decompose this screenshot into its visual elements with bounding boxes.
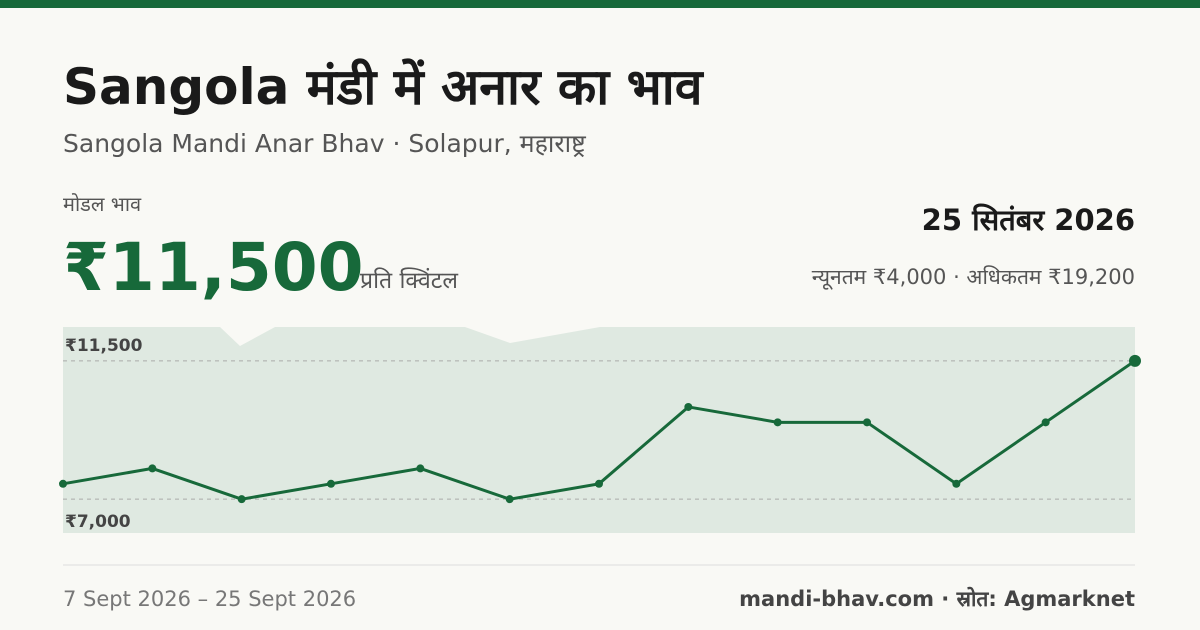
y-tick-label: ₹7,000: [65, 512, 131, 532]
point: [773, 418, 782, 427]
point: [237, 495, 246, 504]
point: [327, 479, 335, 488]
source: mandi-bhav.com · स्रोत: Agmarknet: [739, 586, 1135, 611]
plot-area: [63, 327, 1135, 533]
period: 7 Sept 2026 – 25 Sept 2026: [63, 587, 356, 611]
y-tick-label: ₹11,500: [65, 336, 143, 356]
date: 25 सितंबर 2026: [922, 203, 1135, 237]
price-unit: प्रति क्विंटल: [360, 267, 458, 294]
point: [684, 402, 693, 411]
price-label: मोडल भाव: [63, 192, 142, 216]
price-range: न्यूनतम ₹4,000 · अधिकतम ₹19,200: [812, 265, 1135, 290]
point: [416, 464, 425, 473]
point: [59, 479, 67, 488]
price-value: ₹11,500: [63, 229, 364, 306]
point: [148, 464, 157, 473]
point: [1129, 354, 1141, 367]
point: [595, 479, 603, 488]
point: [505, 495, 514, 504]
chart: ₹7,000 ₹11,500: [59, 336, 1141, 532]
subtitle: Sangola Mandi Anar Bhav · Solapur, महारा…: [63, 129, 586, 158]
point: [863, 418, 871, 427]
top-bar: [0, 0, 1200, 8]
point: [1041, 418, 1050, 427]
title: Sangola मंडी में अनार का भाव: [63, 58, 705, 116]
point: [952, 479, 961, 488]
